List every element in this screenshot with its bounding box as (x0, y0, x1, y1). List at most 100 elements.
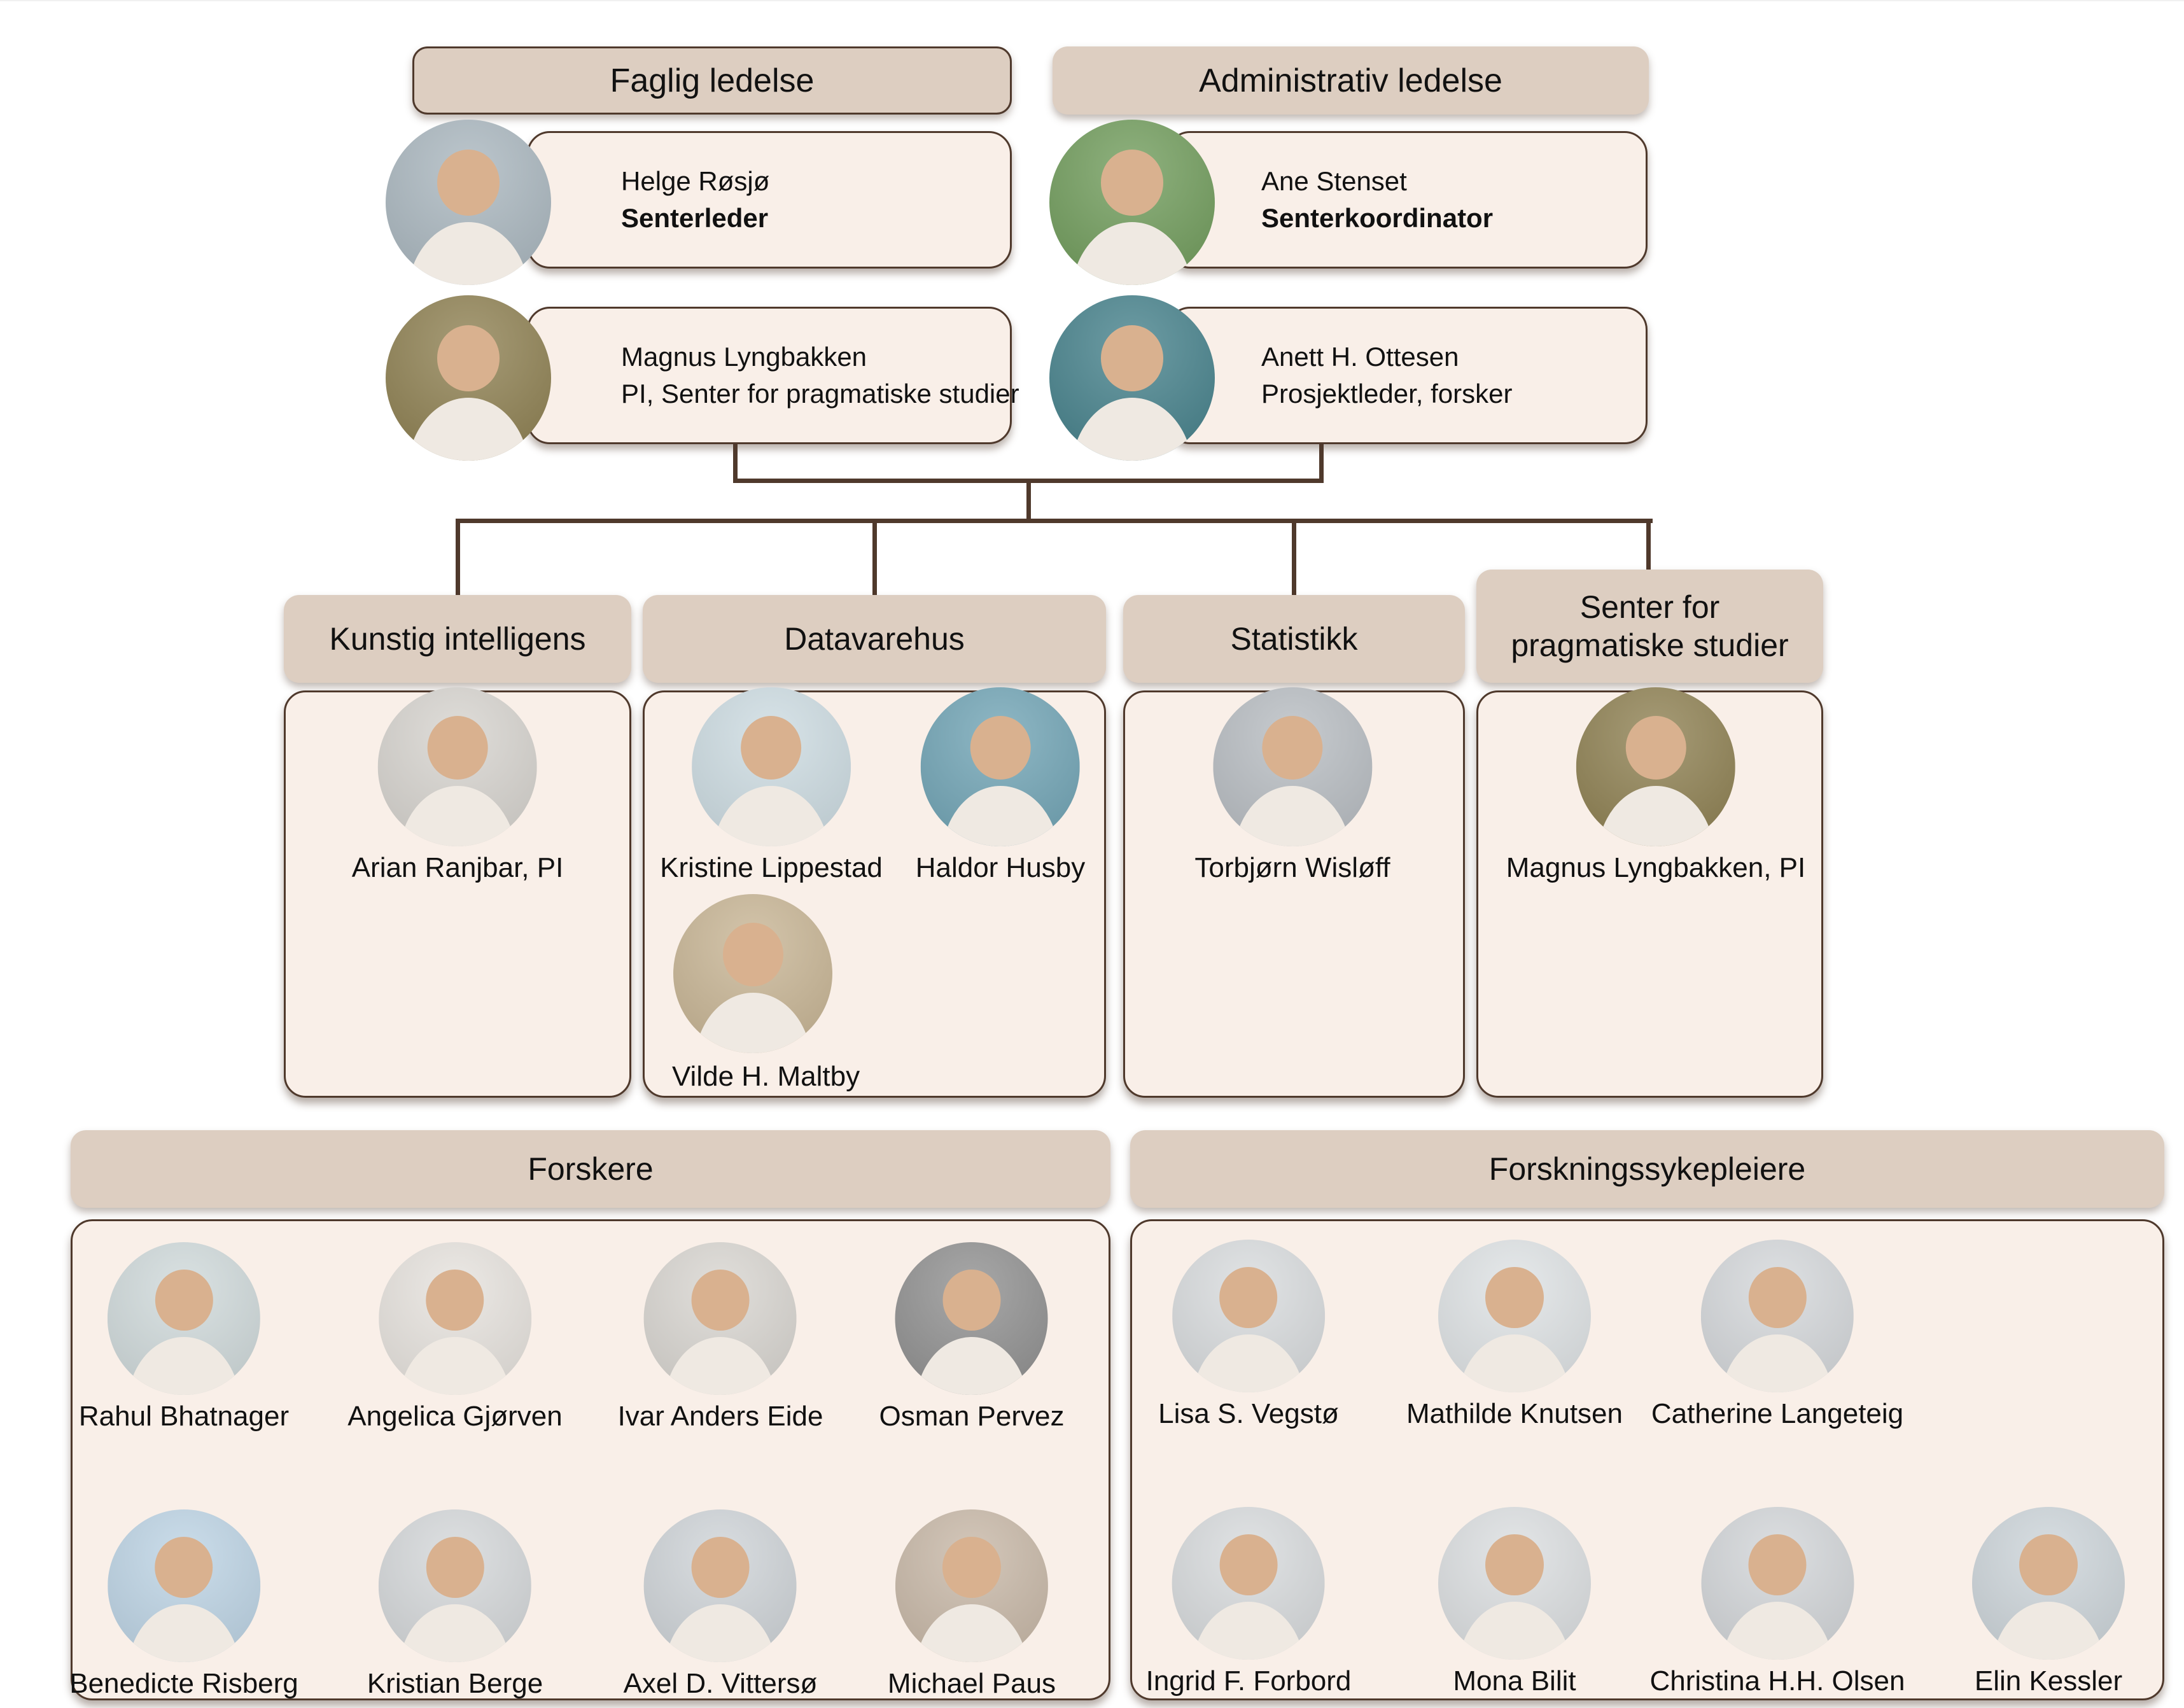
group-header-datavarehus: Datavarehus (643, 595, 1106, 683)
member-card: Mathilde Knutsen (1406, 1240, 1623, 1431)
member-card: Mona Bilit (1438, 1507, 1591, 1698)
leader-text: Helge Røsjø Senterleder (529, 133, 1010, 267)
person-name: Ane Stenset (1261, 166, 1407, 196)
group-box-statistikk (1123, 690, 1465, 1098)
section-label: Forskningssykepleiere (1488, 1151, 1806, 1187)
person-name: Osman Pervez (879, 1401, 1065, 1432)
person-name: Arian Ranjbar, PI (351, 852, 564, 883)
member-card: Kristine Lippestad (660, 687, 883, 885)
administrativ-ledelse-label: Administrativ ledelse (1199, 62, 1502, 99)
member-card: Haldor Husby (915, 687, 1086, 885)
person-role: Prosjektleder, forsker (1261, 379, 1513, 409)
avatar-ingrid (1172, 1507, 1325, 1660)
avatar-torbjorn (1213, 687, 1372, 846)
avatar-benedicte (107, 1509, 260, 1662)
person-name: Lisa S. Vegstø (1158, 1398, 1339, 1429)
avatar-lisa (1172, 1240, 1325, 1392)
leader-card-helge: Helge Røsjø Senterleder (386, 120, 1012, 285)
faglig-ledelse-header: Faglig ledelse (412, 46, 1012, 115)
member-card: Benedicte Risberg (69, 1509, 298, 1700)
avatar-axel (643, 1509, 797, 1662)
person-name: Axel D. Vittersø (623, 1668, 818, 1699)
avatar-helge (386, 120, 551, 285)
person-name: Helge Røsjø (621, 166, 770, 196)
avatar-michael (895, 1509, 1048, 1662)
group-header-statistikk: Statistikk (1123, 595, 1465, 683)
avatar-mona (1438, 1507, 1591, 1660)
group-header-senter-pragmatiske: Senter for pragmatiske studier (1476, 570, 1823, 683)
avatar-ivar (643, 1242, 797, 1395)
member-card: Osman Pervez (879, 1242, 1065, 1433)
member-card: Arian Ranjbar, PI (351, 687, 564, 885)
avatar-kristine (691, 687, 851, 846)
person-name: Ivar Anders Eide (617, 1401, 823, 1432)
connector-line (1319, 444, 1324, 483)
leader-card-anett: Anett H. Ottesen Prosjektleder, forsker (1049, 295, 1648, 461)
avatar-anett (1049, 295, 1215, 461)
person-name: Haldor Husby (915, 852, 1086, 883)
person-name: Vilde H. Maltby (672, 1061, 860, 1092)
faglig-ledelse-label: Faglig ledelse (610, 62, 815, 99)
administrativ-ledelse-header: Administrativ ledelse (1053, 46, 1649, 115)
avatar-ane (1049, 120, 1215, 285)
section-header-forskningssykepleiere: Forskningssykepleiere (1130, 1130, 2164, 1208)
member-card: Lisa S. Vegstø (1158, 1240, 1339, 1431)
avatar-mathilde (1438, 1240, 1591, 1392)
member-card: Rahul Bhatnager (79, 1242, 289, 1433)
person-name: Catherine Langeteig (1651, 1398, 1904, 1429)
person-name: Benedicte Risberg (69, 1668, 298, 1699)
avatar-rahul (108, 1242, 260, 1395)
group-label: Kunstig intelligens (329, 621, 586, 657)
avatar-magnus-pi (1576, 687, 1735, 846)
avatar-kristian (378, 1509, 531, 1662)
member-card: Ivar Anders Eide (618, 1242, 823, 1433)
leader-text: Magnus Lyngbakken PI, Senter for pragmat… (529, 309, 1019, 442)
member-card: Christina H.H. Olsen (1649, 1507, 1905, 1698)
person-name: Michael Paus (887, 1668, 1056, 1699)
avatar-haldor (921, 687, 1080, 846)
avatar-arian (378, 687, 537, 846)
person-name: Kristine Lippestad (660, 852, 883, 883)
person-role: Senterleder (621, 203, 769, 233)
section-header-forskere: Forskere (71, 1130, 1110, 1208)
leader-text: Anett H. Ottesen Prosjektleder, forsker (1169, 309, 1646, 442)
group-header-kunstig-intelligens: Kunstig intelligens (284, 595, 631, 683)
avatar-vilde (673, 894, 832, 1053)
member-card: Torbjørn Wisløff (1194, 687, 1390, 885)
member-card: Kristian Berge (367, 1509, 543, 1700)
member-card (673, 894, 832, 1053)
avatar-catherine (1701, 1240, 1854, 1392)
member-card: Angelica Gjørven (347, 1242, 563, 1433)
person-name: Rahul Bhatnager (78, 1401, 290, 1432)
connector-line (456, 519, 1653, 523)
group-label: Senter for pragmatiske studier (1511, 589, 1789, 663)
member-card: Elin Kessler (1972, 1507, 2125, 1698)
connector-line (1026, 479, 1031, 523)
member-card: Ingrid F. Forbord (1146, 1507, 1351, 1698)
avatar-elin (1972, 1507, 2125, 1660)
avatar-magnus (386, 295, 551, 461)
person-name: Anett H. Ottesen (1261, 342, 1459, 372)
connector-line (733, 444, 738, 483)
person-name: Elin Kessler (1974, 1665, 2123, 1697)
section-label: Forskere (528, 1151, 654, 1187)
person-name: Torbjørn Wisløff (1194, 852, 1390, 883)
person-name: Magnus Lyngbakken (621, 342, 867, 372)
leader-card-ane: Ane Stenset Senterkoordinator (1049, 120, 1648, 285)
member-card: Axel D. Vittersø (623, 1509, 818, 1700)
member-card: Magnus Lyngbakken, PI (1506, 687, 1805, 885)
group-label: Datavarehus (784, 621, 965, 657)
avatar-osman (895, 1242, 1048, 1395)
person-name: Mona Bilit (1453, 1665, 1576, 1697)
person-name: Mathilde Knutsen (1406, 1398, 1623, 1429)
avatar-angelica (378, 1242, 531, 1395)
group-label: Statistikk (1230, 621, 1358, 657)
person-name: Christina H.H. Olsen (1649, 1665, 1905, 1697)
avatar-christina (1700, 1507, 1854, 1660)
person-name: Angelica Gjørven (347, 1401, 563, 1432)
connector-line (1292, 519, 1296, 595)
connector-line (872, 519, 877, 595)
member-card: Michael Paus (888, 1509, 1056, 1700)
person-role: PI, Senter for pragmatiske studier (621, 379, 1019, 409)
